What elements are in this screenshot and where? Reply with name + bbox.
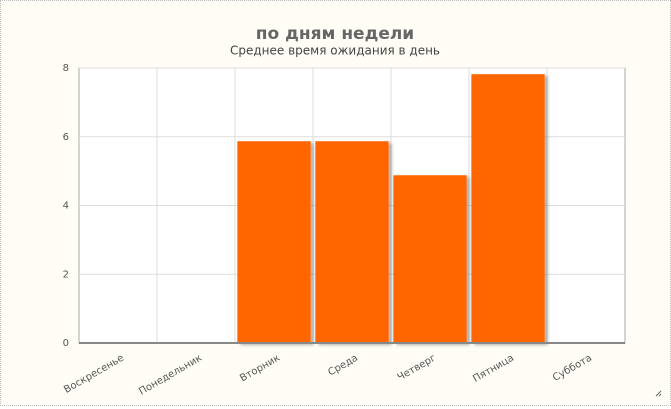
chart-subtitle: Среднее время ожидания в день xyxy=(230,44,440,58)
x-tick-label: Пятница xyxy=(471,353,516,385)
chart-title: по дням недели xyxy=(256,24,414,44)
y-tick-label: 4 xyxy=(63,201,69,212)
bar xyxy=(315,141,389,343)
x-tick-label: Четверг xyxy=(396,353,438,384)
x-tick-label: Среда xyxy=(326,353,360,379)
y-tick-label: 8 xyxy=(63,63,69,74)
x-tick-label: Суббота xyxy=(551,353,594,384)
bar xyxy=(237,141,311,343)
y-tick-label: 6 xyxy=(63,132,69,143)
x-tick-label: Вторник xyxy=(238,353,282,385)
y-tick-label: 2 xyxy=(63,269,69,280)
bar xyxy=(393,175,467,343)
y-tick-label: 0 xyxy=(63,338,69,349)
x-tick-label: Понедельник xyxy=(137,353,204,398)
resize-handle xyxy=(655,390,662,397)
bar xyxy=(471,74,545,343)
x-tick-label: Воскресенье xyxy=(62,353,126,396)
